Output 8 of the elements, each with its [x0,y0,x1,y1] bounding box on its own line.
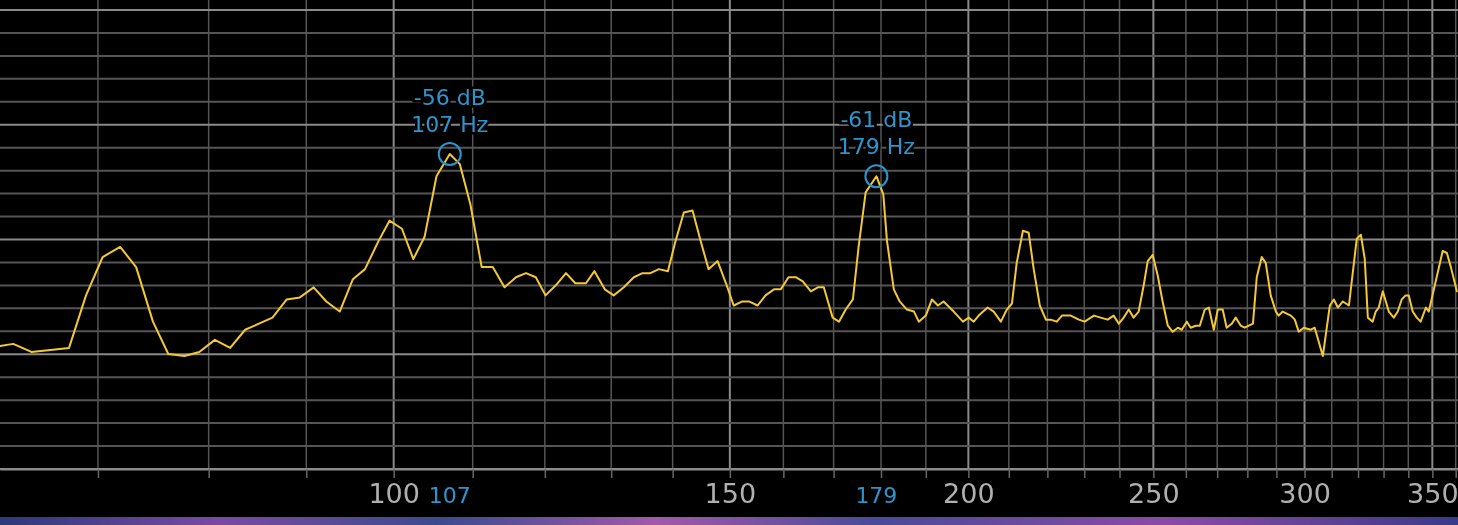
text: 179 [855,483,898,508]
x-tick-label: 150 [704,478,757,510]
text: 107 [428,483,471,508]
x-tick-label: 250 [1128,478,1180,510]
x-tick-label: 100 [368,478,420,510]
x-tick-label: 300 [1279,478,1331,510]
x-tick-label: 350 [1407,478,1458,510]
x-tick-label: 200 [943,478,995,510]
